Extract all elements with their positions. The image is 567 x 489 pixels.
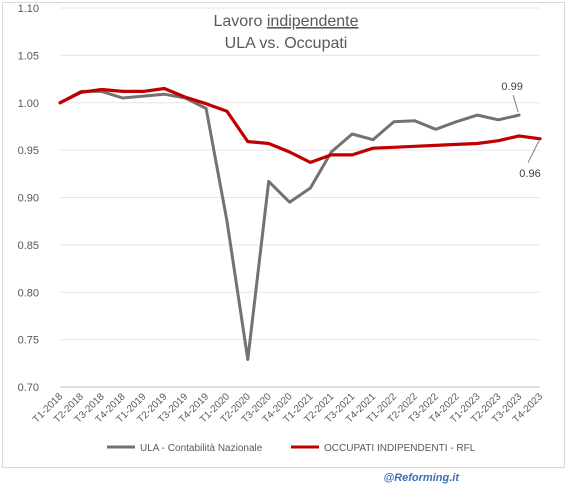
- series: [58, 86, 542, 361]
- y-tick-label: 0.85: [18, 240, 39, 252]
- data-label-leader: [527, 140, 540, 163]
- credit-text: @Reforming.it: [383, 472, 459, 484]
- y-tick-label: 0.90: [18, 193, 39, 205]
- y-tick-label: 1.05: [18, 50, 39, 62]
- data-label: 0.96: [519, 168, 540, 180]
- grid: [60, 7, 540, 341]
- data-label: 0.99: [501, 81, 522, 93]
- data-label-leader: [512, 94, 519, 113]
- line-chart: 0.70 0.75 0.80 0.85 0.90 0.95 1.00 1.05 1.10 T1-…: [18, 3, 546, 454]
- chart-frame: 0.70 0.75 0.80 0.85 0.90 0.95 1.00 1.05 1.10 T1-…: [2, 2, 565, 468]
- series-line-ula: [58, 89, 521, 361]
- chart-title-prefix: Lavoro: [213, 13, 266, 30]
- legend-label: ULA - Contabilità Nazionale: [140, 443, 263, 454]
- y-tick-label: 1.00: [18, 98, 39, 110]
- y-tick-label: 0.80: [18, 287, 39, 299]
- legend: ULA - Contabilità Nazionale OCCUPATI INDI…: [107, 443, 476, 454]
- x-axis: T1-2018T2-2018T3-2018T4-2018T1-2019T2-20…: [31, 391, 545, 425]
- y-tick-label: 1.10: [18, 3, 39, 15]
- chart-title-line-1: Lavoro indipendente: [213, 13, 358, 30]
- annotations: 0.99 0.96: [501, 81, 540, 180]
- chart-title-underlined-word: indipendente: [267, 13, 359, 30]
- chart-title-line-2: ULA vs. Occupati: [225, 35, 348, 52]
- y-tick-label: 0.70: [18, 382, 39, 394]
- legend-label: OCCUPATI INDIPENDENTI - RFL: [324, 443, 476, 454]
- series-line-occupati: [58, 86, 542, 164]
- y-tick-label: 0.95: [18, 145, 39, 157]
- chart-title: Lavoro indipendente ULA vs. Occupati: [213, 13, 358, 52]
- y-tick-label: 0.75: [18, 335, 39, 347]
- y-axis: 0.70 0.75 0.80 0.85 0.90 0.95 1.00 1.05 1.10: [18, 3, 39, 394]
